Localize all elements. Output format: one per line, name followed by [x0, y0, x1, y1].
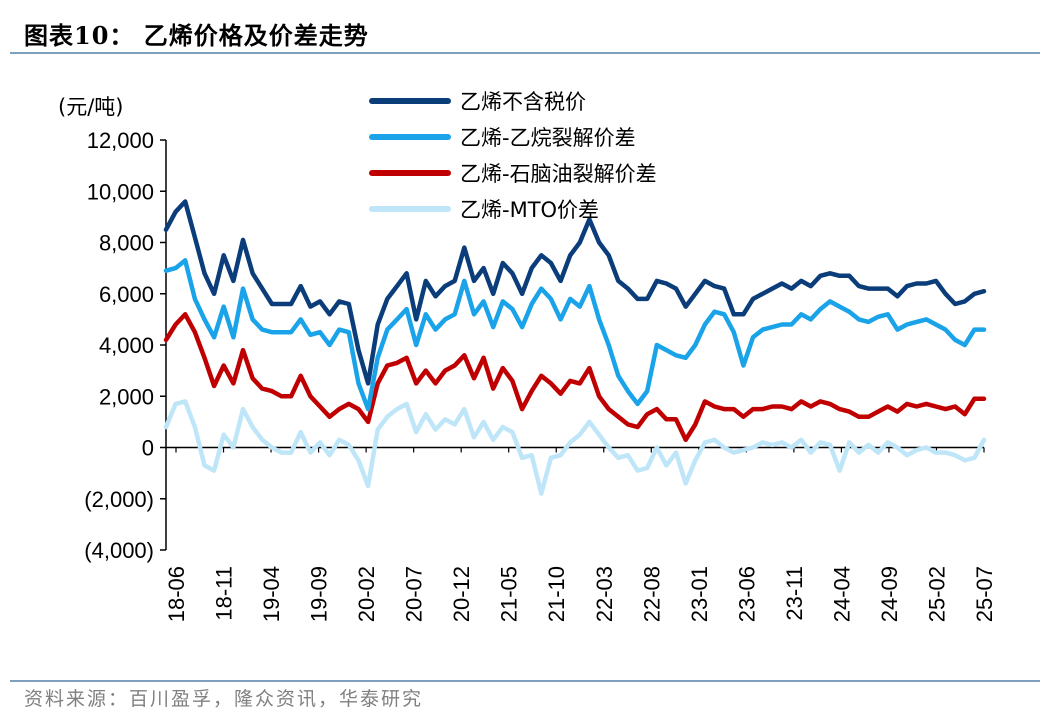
x-tick-label: 22-08	[639, 566, 664, 622]
x-tick-label: 23-01	[687, 566, 712, 622]
y-tick-label: (4,000)	[84, 538, 154, 563]
y-tick-label: 10,000	[87, 179, 154, 204]
series-line	[163, 312, 987, 443]
x-tick-label: 24-04	[829, 566, 854, 622]
series-line	[163, 258, 987, 412]
legend-label: 乙烯不含税价	[460, 90, 586, 114]
x-tick-label: 21-10	[544, 566, 569, 622]
y-tick-label: 0	[142, 436, 154, 461]
y-tick-label: (2,000)	[84, 487, 154, 512]
legend-label: 乙烯-石脑油裂解价差	[460, 162, 657, 186]
y-tick-label: 4,000	[99, 333, 154, 358]
y-tick-label: 6,000	[99, 282, 154, 307]
x-tick-label: 18-11	[212, 566, 237, 621]
x-tick-label: 23-11	[782, 566, 807, 621]
x-tick-label: 23-06	[734, 566, 759, 622]
x-tick-label: 20-02	[354, 566, 379, 622]
title-bar: 图表10： 乙烯价格及价差走势	[10, 6, 1040, 54]
legend-label: 乙烯-乙烷裂解价差	[460, 126, 636, 150]
x-tick-label: 21-05	[497, 566, 522, 622]
x-tick-label: 25-02	[924, 566, 949, 622]
y-tick-label: 2,000	[99, 384, 154, 409]
series-line	[163, 399, 987, 496]
x-tick-label: 20-07	[402, 566, 427, 622]
source-note: 资料来源：百川盈孚，隆众资讯，华泰研究	[24, 688, 424, 710]
footer-divider	[10, 680, 1040, 682]
x-tick-label: 20-12	[449, 566, 474, 622]
x-tick-label: 18-06	[164, 566, 189, 622]
y-unit-label: (元/吨)	[58, 95, 123, 119]
x-tick-label: 25-07	[972, 566, 997, 622]
legend-label: 乙烯-MTO价差	[460, 198, 599, 222]
y-tick-label: 12,000	[87, 128, 154, 153]
x-tick-label: 19-09	[307, 566, 332, 622]
x-tick-label: 24-09	[877, 566, 902, 622]
series-line	[163, 199, 987, 386]
x-tick-label: 19-04	[259, 566, 284, 622]
x-tick-label: 22-03	[592, 566, 617, 622]
y-tick-label: 8,000	[99, 231, 154, 256]
page-title: 图表10： 乙烯价格及价差走势	[24, 21, 369, 50]
